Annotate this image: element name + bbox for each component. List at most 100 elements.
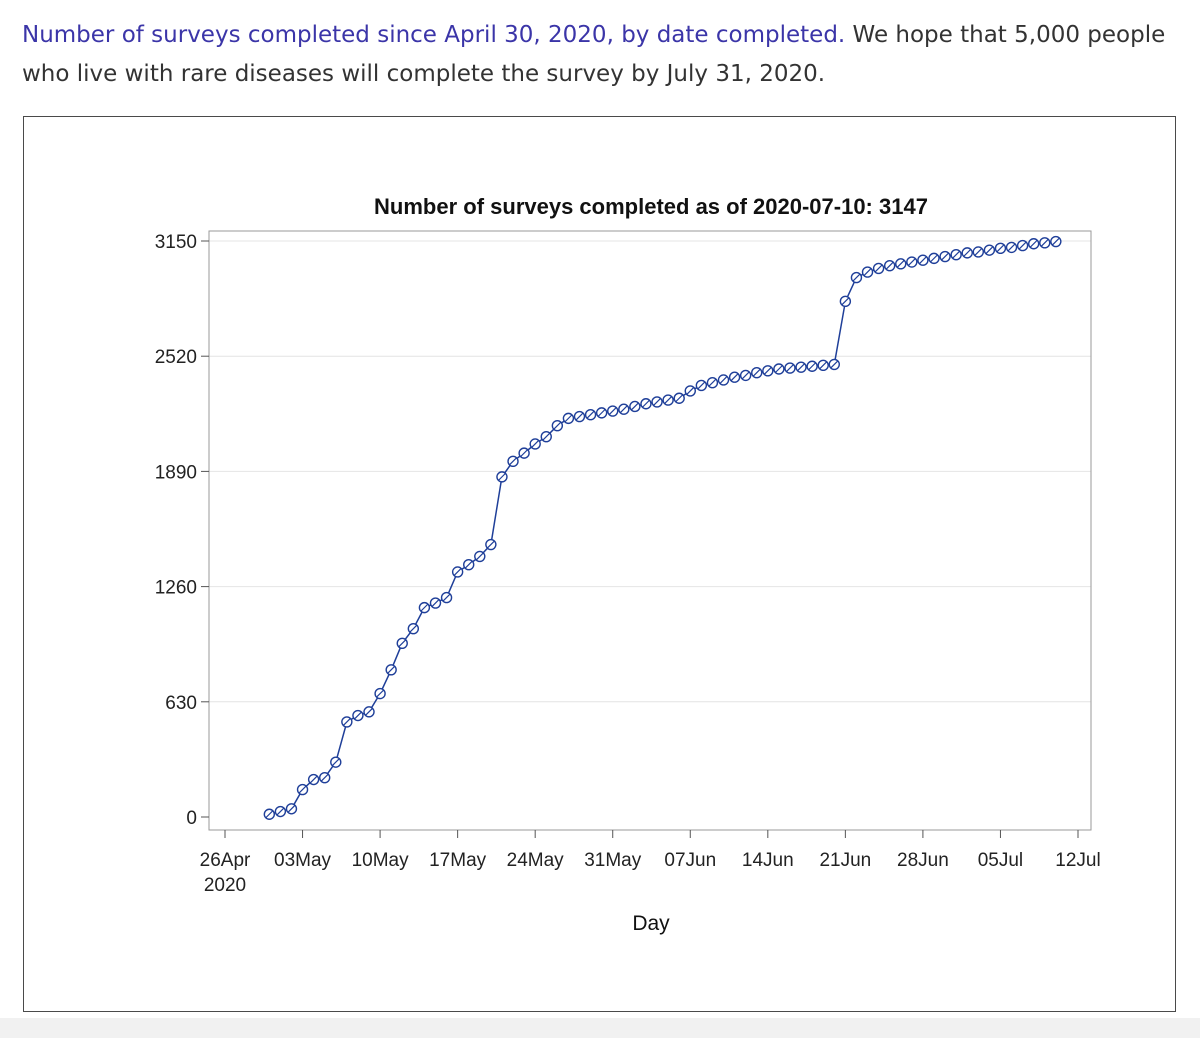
data-point-slash (852, 273, 861, 282)
data-point (463, 558, 475, 571)
data-point-slash (896, 259, 905, 268)
data-point (950, 249, 962, 261)
plot-area (208, 230, 1092, 831)
data-point-slash (298, 785, 307, 794)
data-point (296, 783, 309, 796)
data-point (607, 405, 619, 417)
data-point (662, 394, 674, 406)
data-point (1027, 238, 1040, 250)
y-tick-label: 2520 (155, 347, 197, 368)
data-point (274, 805, 287, 818)
data-point-slash (575, 412, 584, 421)
data-point-slash (498, 472, 506, 481)
data-point (385, 664, 397, 676)
data-point (872, 262, 885, 275)
data-point-slash (863, 268, 872, 277)
data-point (551, 419, 564, 432)
x-tick-label: 05Jul (978, 850, 1023, 871)
data-point-slash (365, 707, 373, 716)
data-point-slash (675, 394, 684, 403)
data-point-slash (276, 807, 285, 816)
y-tick-label: 1890 (155, 462, 197, 483)
data-point-slash (653, 397, 661, 406)
data-point-slash (442, 593, 451, 602)
x-tick-label: 17May (429, 850, 487, 871)
data-point (895, 258, 907, 270)
data-point (629, 400, 641, 413)
data-point (418, 601, 431, 614)
x-tick-label: 07Jun (664, 850, 716, 871)
data-point (795, 361, 807, 373)
data-point-slash (265, 810, 274, 819)
data-point (717, 374, 730, 386)
x-tick-label: 31May (584, 850, 642, 871)
data-point (673, 392, 685, 404)
data-point-slash (719, 376, 728, 384)
data-point-slash (1040, 238, 1049, 247)
data-point-slash (841, 297, 850, 306)
data-point-slash (763, 366, 772, 375)
data-point-slash (786, 364, 794, 373)
data-point (728, 371, 741, 383)
data-point-slash (553, 421, 562, 430)
data-point-slash (1007, 243, 1016, 252)
data-point-slash (331, 758, 340, 767)
data-point-slash (797, 363, 805, 372)
data-point-slash (708, 378, 717, 387)
data-point-slash (287, 804, 296, 813)
data-point-slash (586, 410, 595, 419)
x-tick-label: 10May (352, 850, 410, 871)
data-point-slash (752, 368, 761, 377)
x-tick-sublabel: 2020 (204, 875, 246, 896)
data-point-slash (398, 639, 407, 648)
x-tick-label: 03May (274, 850, 332, 871)
data-point-slash (686, 387, 695, 395)
data-point (451, 566, 464, 578)
data-point (651, 396, 663, 408)
data-point (695, 379, 708, 392)
data-point (751, 366, 763, 379)
x-tick-label: 14Jun (742, 850, 794, 871)
data-point (640, 398, 652, 410)
data-point (972, 246, 984, 258)
y-tick-label: 1260 (155, 578, 197, 599)
data-point (1016, 239, 1029, 252)
data-point (407, 622, 420, 635)
data-point (330, 756, 342, 768)
data-point-slash (985, 246, 994, 255)
data-point (828, 358, 840, 371)
caption-link[interactable]: Number of surveys completed since April … (22, 22, 846, 48)
data-point (595, 407, 608, 419)
x-axis-label: Day (632, 912, 670, 935)
data-point-slash (354, 711, 362, 720)
figure-caption: Number of surveys completed since April … (22, 16, 1182, 94)
data-point (850, 271, 863, 284)
x-tick-label: 26Apr (200, 850, 251, 871)
data-point-slash (1018, 241, 1027, 250)
x-tick-label: 28Jun (897, 850, 949, 871)
data-point (507, 455, 519, 468)
data-point (584, 409, 597, 421)
x-tick-label: 21Jun (819, 850, 871, 871)
data-point (684, 385, 696, 397)
data-point-slash (564, 414, 573, 423)
data-point-slash (520, 449, 529, 458)
data-point-slash (874, 264, 883, 273)
data-point-slash (376, 689, 385, 698)
data-point-slash (697, 381, 706, 390)
data-point-slash (342, 717, 351, 726)
gridlines (209, 240, 1091, 703)
chart-frame (23, 116, 1176, 1012)
data-point (806, 360, 818, 372)
data-point (518, 447, 530, 459)
data-point (861, 266, 874, 278)
data-point (562, 412, 575, 425)
data-point (307, 773, 320, 786)
data-point (939, 250, 951, 263)
data-point (1005, 241, 1018, 254)
data-point-slash (475, 552, 484, 561)
data-point (773, 363, 785, 375)
chart-title: Number of surveys completed as of 2020-0… (374, 194, 928, 219)
data-point-slash (885, 261, 894, 270)
